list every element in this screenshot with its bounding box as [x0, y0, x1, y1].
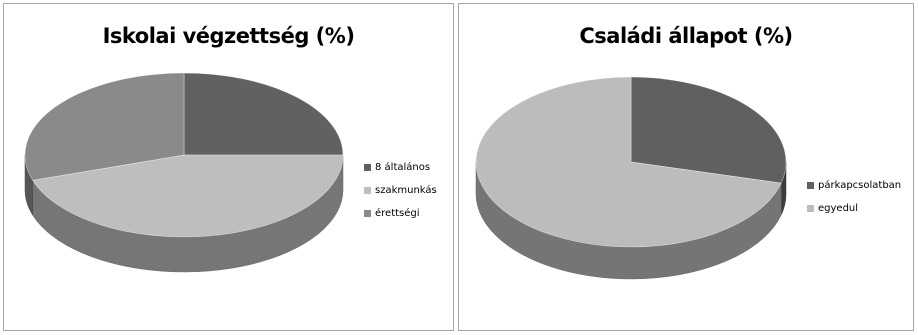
- legend-swatch: [364, 210, 371, 217]
- legend-swatch: [807, 205, 814, 212]
- chart-title: Iskolai végzettség (%): [102, 24, 355, 48]
- chart-panel-marital-status: Családi állapot (%) párkapcsolatban egye…: [458, 3, 914, 331]
- pie-slice: [32, 154, 344, 238]
- legend-item: párkapcsolatban: [807, 180, 901, 191]
- legend-item: 8 általános: [364, 162, 437, 173]
- pie-slice: [24, 72, 185, 181]
- legend: 8 általános szakmunkás érettségi: [364, 162, 437, 231]
- pie-slice: [475, 76, 782, 248]
- pie-slice: [630, 76, 787, 184]
- legend-label: párkapcsolatban: [818, 180, 902, 191]
- chart-title: Családi állapot (%): [579, 24, 793, 48]
- legend-label: érettségi: [375, 208, 420, 219]
- legend-item: érettségi: [364, 208, 437, 219]
- legend-item: egyedul: [807, 203, 901, 214]
- legend-label: egyedul: [818, 203, 859, 214]
- legend-item: szakmunkás: [364, 185, 437, 196]
- legend-label: 8 általános: [375, 162, 431, 173]
- legend-swatch: [364, 187, 371, 194]
- legend-label: szakmunkás: [375, 185, 437, 196]
- legend-swatch: [364, 164, 371, 171]
- legend: párkapcsolatban egyedul: [807, 180, 901, 226]
- legend-swatch: [807, 182, 814, 189]
- pie-chart-education: [24, 72, 344, 273]
- pie-slice: [183, 72, 344, 156]
- pie-chart-marital-status: [475, 76, 787, 280]
- chart-panel-education: Iskolai végzettség (%) 8 általános szakm…: [3, 3, 454, 331]
